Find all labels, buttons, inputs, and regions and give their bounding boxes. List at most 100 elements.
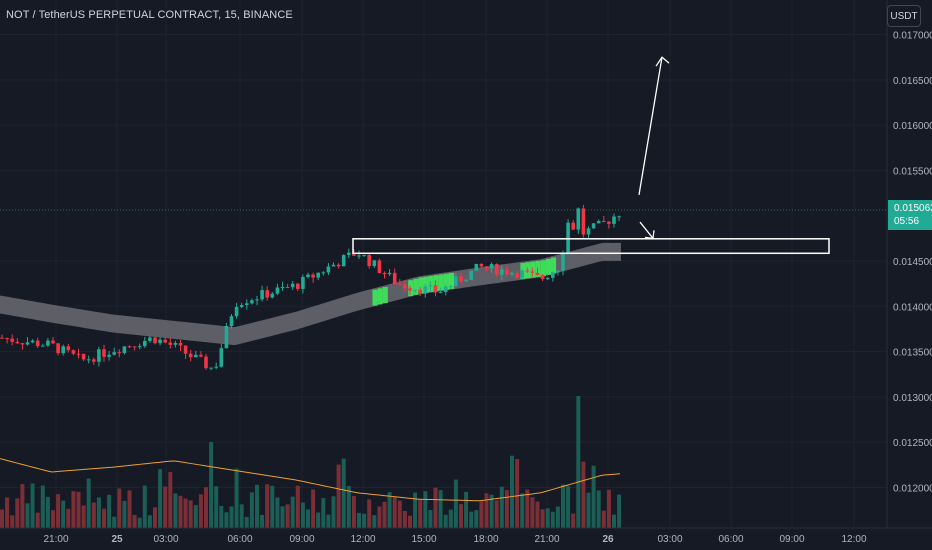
volume-bar (382, 501, 387, 528)
volume-bar (285, 504, 290, 528)
time-tick-label: 25 (111, 534, 123, 545)
volume-bar (372, 515, 377, 528)
volume-bar (142, 485, 147, 528)
time-axis[interactable]: 21:00 25 03:00 06:00 09:00 12:00 15:00 18:00 21:… (43, 534, 866, 545)
volume-bar (566, 486, 571, 528)
highlight-zone-bar (413, 278, 419, 295)
volume-bar (443, 514, 448, 528)
volume-bar (571, 513, 576, 528)
volume-bar (387, 492, 392, 528)
candle-body (102, 349, 106, 357)
candle-body (0, 337, 4, 339)
candle-body (449, 285, 453, 287)
candle-body (362, 255, 366, 257)
candle-body (321, 272, 326, 274)
volume-bar (530, 497, 535, 528)
candle-body (515, 272, 519, 278)
currency-button[interactable]: USDT (887, 5, 921, 27)
time-tick-label: 09:00 (289, 534, 314, 545)
volume-bar (510, 455, 514, 528)
candle-body (137, 346, 142, 348)
highlight-zone-bar (418, 277, 424, 294)
highlight-zone-bar (525, 262, 531, 279)
candle-body (341, 255, 346, 267)
volume-bar (122, 500, 127, 528)
candle-body (122, 346, 127, 353)
volume-bar (535, 501, 540, 528)
volume-bar (255, 484, 259, 528)
volume-bar (606, 489, 611, 528)
price-tick-label: 0.014000 (893, 302, 932, 313)
highlight-zone-bar (428, 275, 434, 292)
highlight-zone-bar (438, 274, 444, 291)
volume-bar (249, 492, 254, 528)
volume-bar (219, 505, 224, 528)
volume-bar (474, 510, 479, 528)
volume-bar (209, 442, 214, 528)
volume-bar (586, 492, 591, 528)
highlight-zone-bar (540, 260, 546, 277)
time-tick-label: 06:00 (227, 534, 252, 545)
volume-bar (341, 458, 346, 528)
candle-body (551, 272, 555, 278)
time-tick-label: 26 (602, 534, 614, 545)
volume-bar (147, 515, 152, 528)
up-arrow-line (638, 57, 663, 195)
drawing-annotations[interactable] (352, 56, 830, 255)
candle-body (596, 220, 601, 224)
candle-body (403, 284, 407, 289)
volume-bar (367, 499, 372, 528)
candle-body (239, 305, 244, 307)
up-arrow-head (655, 56, 670, 67)
volume-bar (229, 506, 234, 528)
candle-body (387, 272, 392, 275)
candle-body (530, 271, 535, 273)
time-tick-label: 03:00 (153, 534, 178, 545)
volume-bar (479, 501, 484, 528)
candle-body (56, 343, 60, 354)
candle-body (275, 287, 280, 294)
volume-bar (402, 510, 407, 528)
volume-bar (40, 485, 45, 528)
candle-body (525, 270, 530, 272)
volume-bar (127, 490, 132, 528)
time-tick-label: 12:00 (350, 534, 375, 545)
candle-body (423, 286, 428, 294)
price-tick-label: 0.014500 (893, 257, 932, 268)
candle-body (469, 270, 473, 280)
volume-bar (617, 494, 622, 528)
candle-body (367, 255, 371, 267)
price-tick-label: 0.013000 (893, 393, 932, 404)
price-axis[interactable]: 0.017000 0.016500 0.016000 0.015500 0.014500… (893, 31, 932, 495)
volume-bar (433, 487, 438, 528)
candle-body (158, 339, 162, 344)
volume-bar (204, 487, 208, 528)
candle-body (591, 223, 596, 229)
volume-bar (15, 498, 20, 528)
candle-body (199, 354, 203, 357)
candle-body (173, 342, 178, 345)
highlight-zone-bar (545, 258, 551, 275)
candle-body (326, 266, 331, 273)
highlight-zone-bar (551, 257, 557, 274)
volume-bar (408, 515, 412, 528)
candle-body (505, 269, 509, 275)
candle-body (285, 286, 290, 288)
candle-body (377, 260, 382, 274)
candle-body (168, 342, 173, 345)
candle-body (245, 303, 249, 306)
highlight-zone-bar (377, 288, 383, 305)
volume-bar (555, 506, 560, 528)
candle-body (474, 263, 479, 271)
volume-bar (494, 500, 499, 528)
volume-bar (96, 497, 101, 528)
candle-body (35, 340, 40, 347)
candle-body (51, 340, 55, 344)
candle-body (352, 252, 356, 256)
candle-body (428, 285, 433, 287)
highlight-zone-bar (443, 273, 449, 290)
candle-body (290, 283, 295, 288)
volume-bar (520, 493, 525, 528)
highlight-zone-bar (449, 272, 455, 289)
